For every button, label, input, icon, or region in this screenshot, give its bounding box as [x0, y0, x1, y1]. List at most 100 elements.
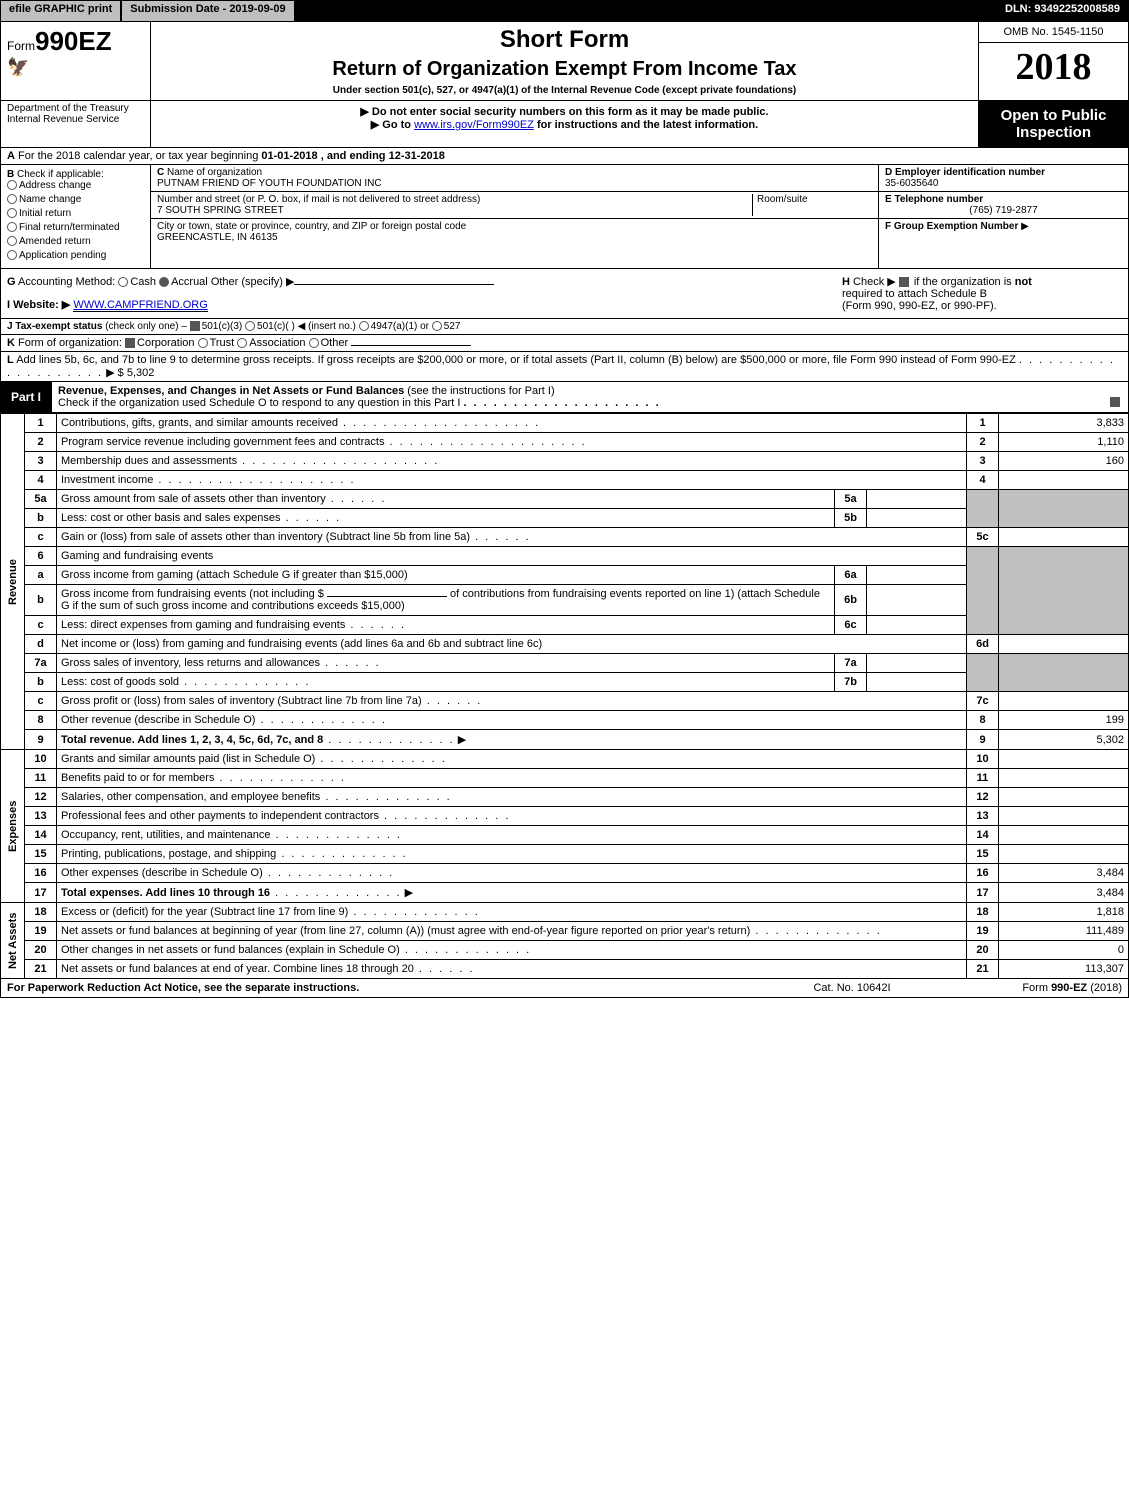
l15-ln: 15 [967, 845, 999, 864]
part-1-title: Revenue, Expenses, and Changes in Net As… [51, 382, 1128, 412]
row-l-gross-receipts: L Add lines 5b, 6c, and 7b to line 9 to … [0, 352, 1129, 382]
l5a-subamt [867, 490, 967, 509]
k-o3: Association [249, 337, 305, 349]
cell-address: Number and street (or P. O. box, if mail… [151, 192, 878, 219]
part-1-table: Revenue 1 Contributions, gifts, grants, … [0, 413, 1129, 979]
chk-501c3[interactable] [190, 321, 200, 331]
chk-application-pending[interactable]: Application pending [7, 250, 144, 261]
j-sub: (check only one) – [105, 321, 187, 332]
eagle-icon: 🦅 [7, 57, 144, 78]
l6d-num: d [25, 635, 57, 654]
l6d-ln: 6d [967, 635, 999, 654]
chk-other-org[interactable] [309, 338, 319, 348]
l5ab-grey [967, 490, 999, 528]
l19-num: 19 [25, 922, 57, 941]
row-a-end: 12-31-2018 [389, 150, 445, 162]
label-a: A [7, 150, 15, 162]
l5c-dots [470, 531, 531, 543]
footer-form-post: (2018) [1087, 982, 1122, 994]
l11-dots [214, 772, 345, 784]
checkbox-schedule-b[interactable] [899, 277, 909, 287]
chk-501c[interactable] [245, 321, 255, 331]
chk-association[interactable] [237, 338, 247, 348]
l3-desc: Membership dues and assessments [61, 455, 439, 467]
city-title: City or town, state or province, country… [157, 221, 466, 232]
l5c-desc: Gain or (loss) from sale of assets other… [61, 531, 470, 543]
l5b-num: b [25, 509, 57, 528]
chk-corporation[interactable] [125, 338, 135, 348]
line-11: 11 Benefits paid to or for members 11 [1, 769, 1129, 788]
irs-link[interactable]: www.irs.gov/Form990EZ [414, 119, 534, 131]
k-o4: Other [321, 337, 349, 349]
l2-amt: 1,110 [999, 433, 1129, 452]
l8-num: 8 [25, 711, 57, 730]
l21-ln: 21 [967, 960, 999, 979]
l11-num: 11 [25, 769, 57, 788]
l7a-dots [320, 657, 381, 669]
form-prefix: Form [7, 39, 35, 53]
l5b-subamt [867, 509, 967, 528]
l4-num: 4 [25, 471, 57, 490]
label-j: J Tax-exempt status [7, 321, 102, 332]
l5a-desc: Gross amount from sale of assets other t… [61, 493, 386, 505]
l9-ln: 9 [967, 730, 999, 750]
chk-amended-return[interactable]: Amended return [7, 236, 144, 247]
l5c-num: c [25, 528, 57, 547]
l6b-amount-input[interactable] [327, 596, 447, 597]
l7c-ln: 7c [967, 692, 999, 711]
row-gh: G Accounting Method: Cash Accrual Other … [0, 269, 1129, 319]
radio-accrual[interactable] [159, 277, 169, 287]
k-other-input[interactable] [351, 345, 471, 346]
col-b-title: Check if applicable: [17, 169, 104, 180]
chk-trust[interactable] [198, 338, 208, 348]
label-h: H [842, 276, 850, 288]
row-a-tax-year: A For the 2018 calendar year, or tax yea… [0, 148, 1129, 165]
city-value: GREENCASTLE, IN 46135 [157, 232, 278, 243]
line-2: 2 Program service revenue including gove… [1, 433, 1129, 452]
chk-527[interactable] [432, 321, 442, 331]
under-section-text: Under section 501(c), 527, or 4947(a)(1)… [159, 85, 970, 96]
efile-print-button[interactable]: efile GRAPHIC print [0, 0, 121, 22]
chk-final-return[interactable]: Final return/terminated [7, 222, 144, 233]
l12-amt [999, 788, 1129, 807]
l7b-desc: Less: cost of goods sold [61, 676, 179, 688]
part-1-check-line: Check if the organization used Schedule … [58, 397, 460, 409]
chk-amended-return-label: Amended return [19, 236, 91, 247]
phone-value: (765) 719-2877 [885, 205, 1122, 216]
l6d-amt [999, 635, 1129, 654]
l5b-desc: Less: cost or other basis and sales expe… [61, 512, 341, 524]
l7c-amt [999, 692, 1129, 711]
chk-address-change[interactable]: Address change [7, 180, 144, 191]
l10-ln: 10 [967, 750, 999, 769]
part-1-label: Part I [1, 387, 51, 407]
l9-dots [323, 734, 454, 746]
form-header-2: Department of the Treasury Internal Reve… [0, 101, 1129, 148]
l6c-num: c [25, 616, 57, 635]
l17-arrow: ▶ [405, 887, 413, 899]
l6c-sl: 6c [835, 616, 867, 635]
l6-desc: Gaming and fundraising events [57, 547, 967, 566]
website-link[interactable]: WWW.CAMPFRIEND.ORG [73, 299, 207, 312]
l7c-desc: Gross profit or (loss) from sales of inv… [61, 695, 422, 707]
line-18: Net Assets 18 Excess or (deficit) for th… [1, 903, 1129, 922]
l14-desc: Occupancy, rent, utilities, and maintena… [61, 829, 271, 841]
g-other-input[interactable] [294, 284, 494, 285]
f-arrow: ▶ [1021, 221, 1029, 232]
j-o2: 501(c)( ) ◀ (insert no.) [257, 321, 356, 332]
l15-num: 15 [25, 845, 57, 864]
k-text: Form of organization: [18, 337, 122, 349]
l20-desc: Other changes in net assets or fund bala… [61, 944, 400, 956]
l7ab-grey [967, 654, 999, 692]
line-17: 17 Total expenses. Add lines 10 through … [1, 883, 1129, 903]
l16-desc: Other expenses (describe in Schedule O) [61, 867, 263, 879]
chk-schedule-o[interactable] [1110, 397, 1120, 407]
radio-cash[interactable] [118, 277, 128, 287]
k-o2: Trust [210, 337, 235, 349]
l5c-ln: 5c [967, 528, 999, 547]
chk-initial-return[interactable]: Initial return [7, 208, 144, 219]
tax-year: 2018 [979, 43, 1128, 91]
l6-grey [967, 547, 999, 635]
chk-name-change[interactable]: Name change [7, 194, 144, 205]
chk-4947[interactable] [359, 321, 369, 331]
l6-num: 6 [25, 547, 57, 566]
